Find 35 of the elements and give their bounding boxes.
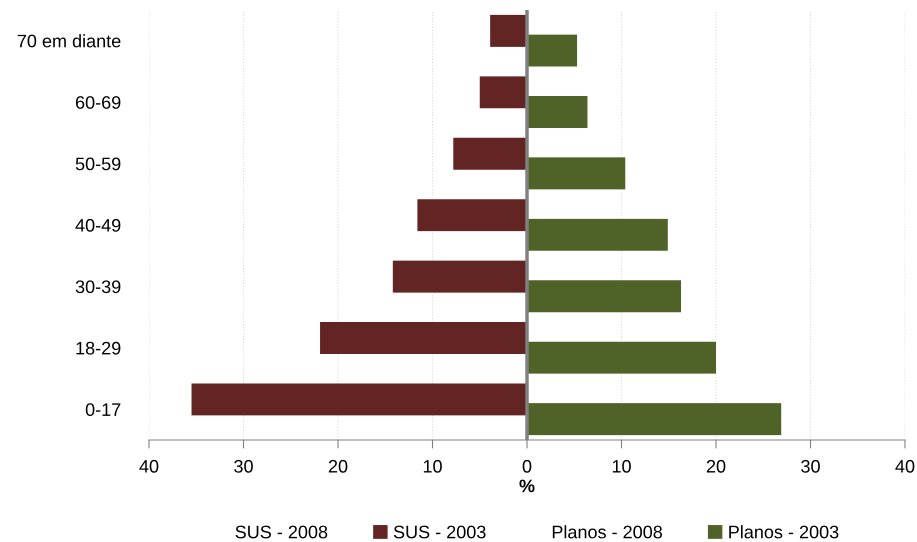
y-tick-label: 60-69 xyxy=(76,96,120,109)
y-tick-label: 50-59 xyxy=(76,158,120,170)
bar xyxy=(453,138,527,170)
bar xyxy=(480,76,527,108)
x-tick-label: 40 xyxy=(139,460,158,473)
y-tick-label: 40-49 xyxy=(75,218,120,232)
bar xyxy=(527,403,782,436)
x-tick-label: 20 xyxy=(328,460,348,473)
x-tick-label: 0 xyxy=(522,460,532,473)
bar xyxy=(527,34,578,67)
x-tick-label: 10 xyxy=(424,460,442,473)
legend-label: Planos - 2003 xyxy=(729,525,838,538)
bar xyxy=(527,280,682,312)
y-tick-label: 18-29 xyxy=(76,342,120,355)
x-tick-label: 10 xyxy=(612,460,631,473)
bar xyxy=(527,218,668,251)
bar xyxy=(527,157,626,190)
x-tick-label: 30 xyxy=(234,460,253,473)
y-tick-label: 0-17 xyxy=(86,403,120,416)
x-tick-label: 30 xyxy=(801,460,820,473)
bar xyxy=(417,199,527,232)
text: SUS - 2008 xyxy=(236,526,328,538)
text: Planos - 2008 xyxy=(552,525,662,538)
legend-label: SUS - 2003 xyxy=(394,526,486,538)
bar xyxy=(320,322,527,354)
x-tick-label: 40 xyxy=(895,460,914,473)
bar xyxy=(527,342,716,374)
bar xyxy=(192,383,527,416)
y-tick-label: 70 em diante xyxy=(18,34,120,48)
y-tick-label: 30-39 xyxy=(76,280,120,294)
x-axis-title: % xyxy=(519,480,535,492)
bar xyxy=(527,96,588,128)
bar xyxy=(490,14,527,47)
bar xyxy=(392,260,527,293)
x-tick-label: 20 xyxy=(706,460,726,473)
